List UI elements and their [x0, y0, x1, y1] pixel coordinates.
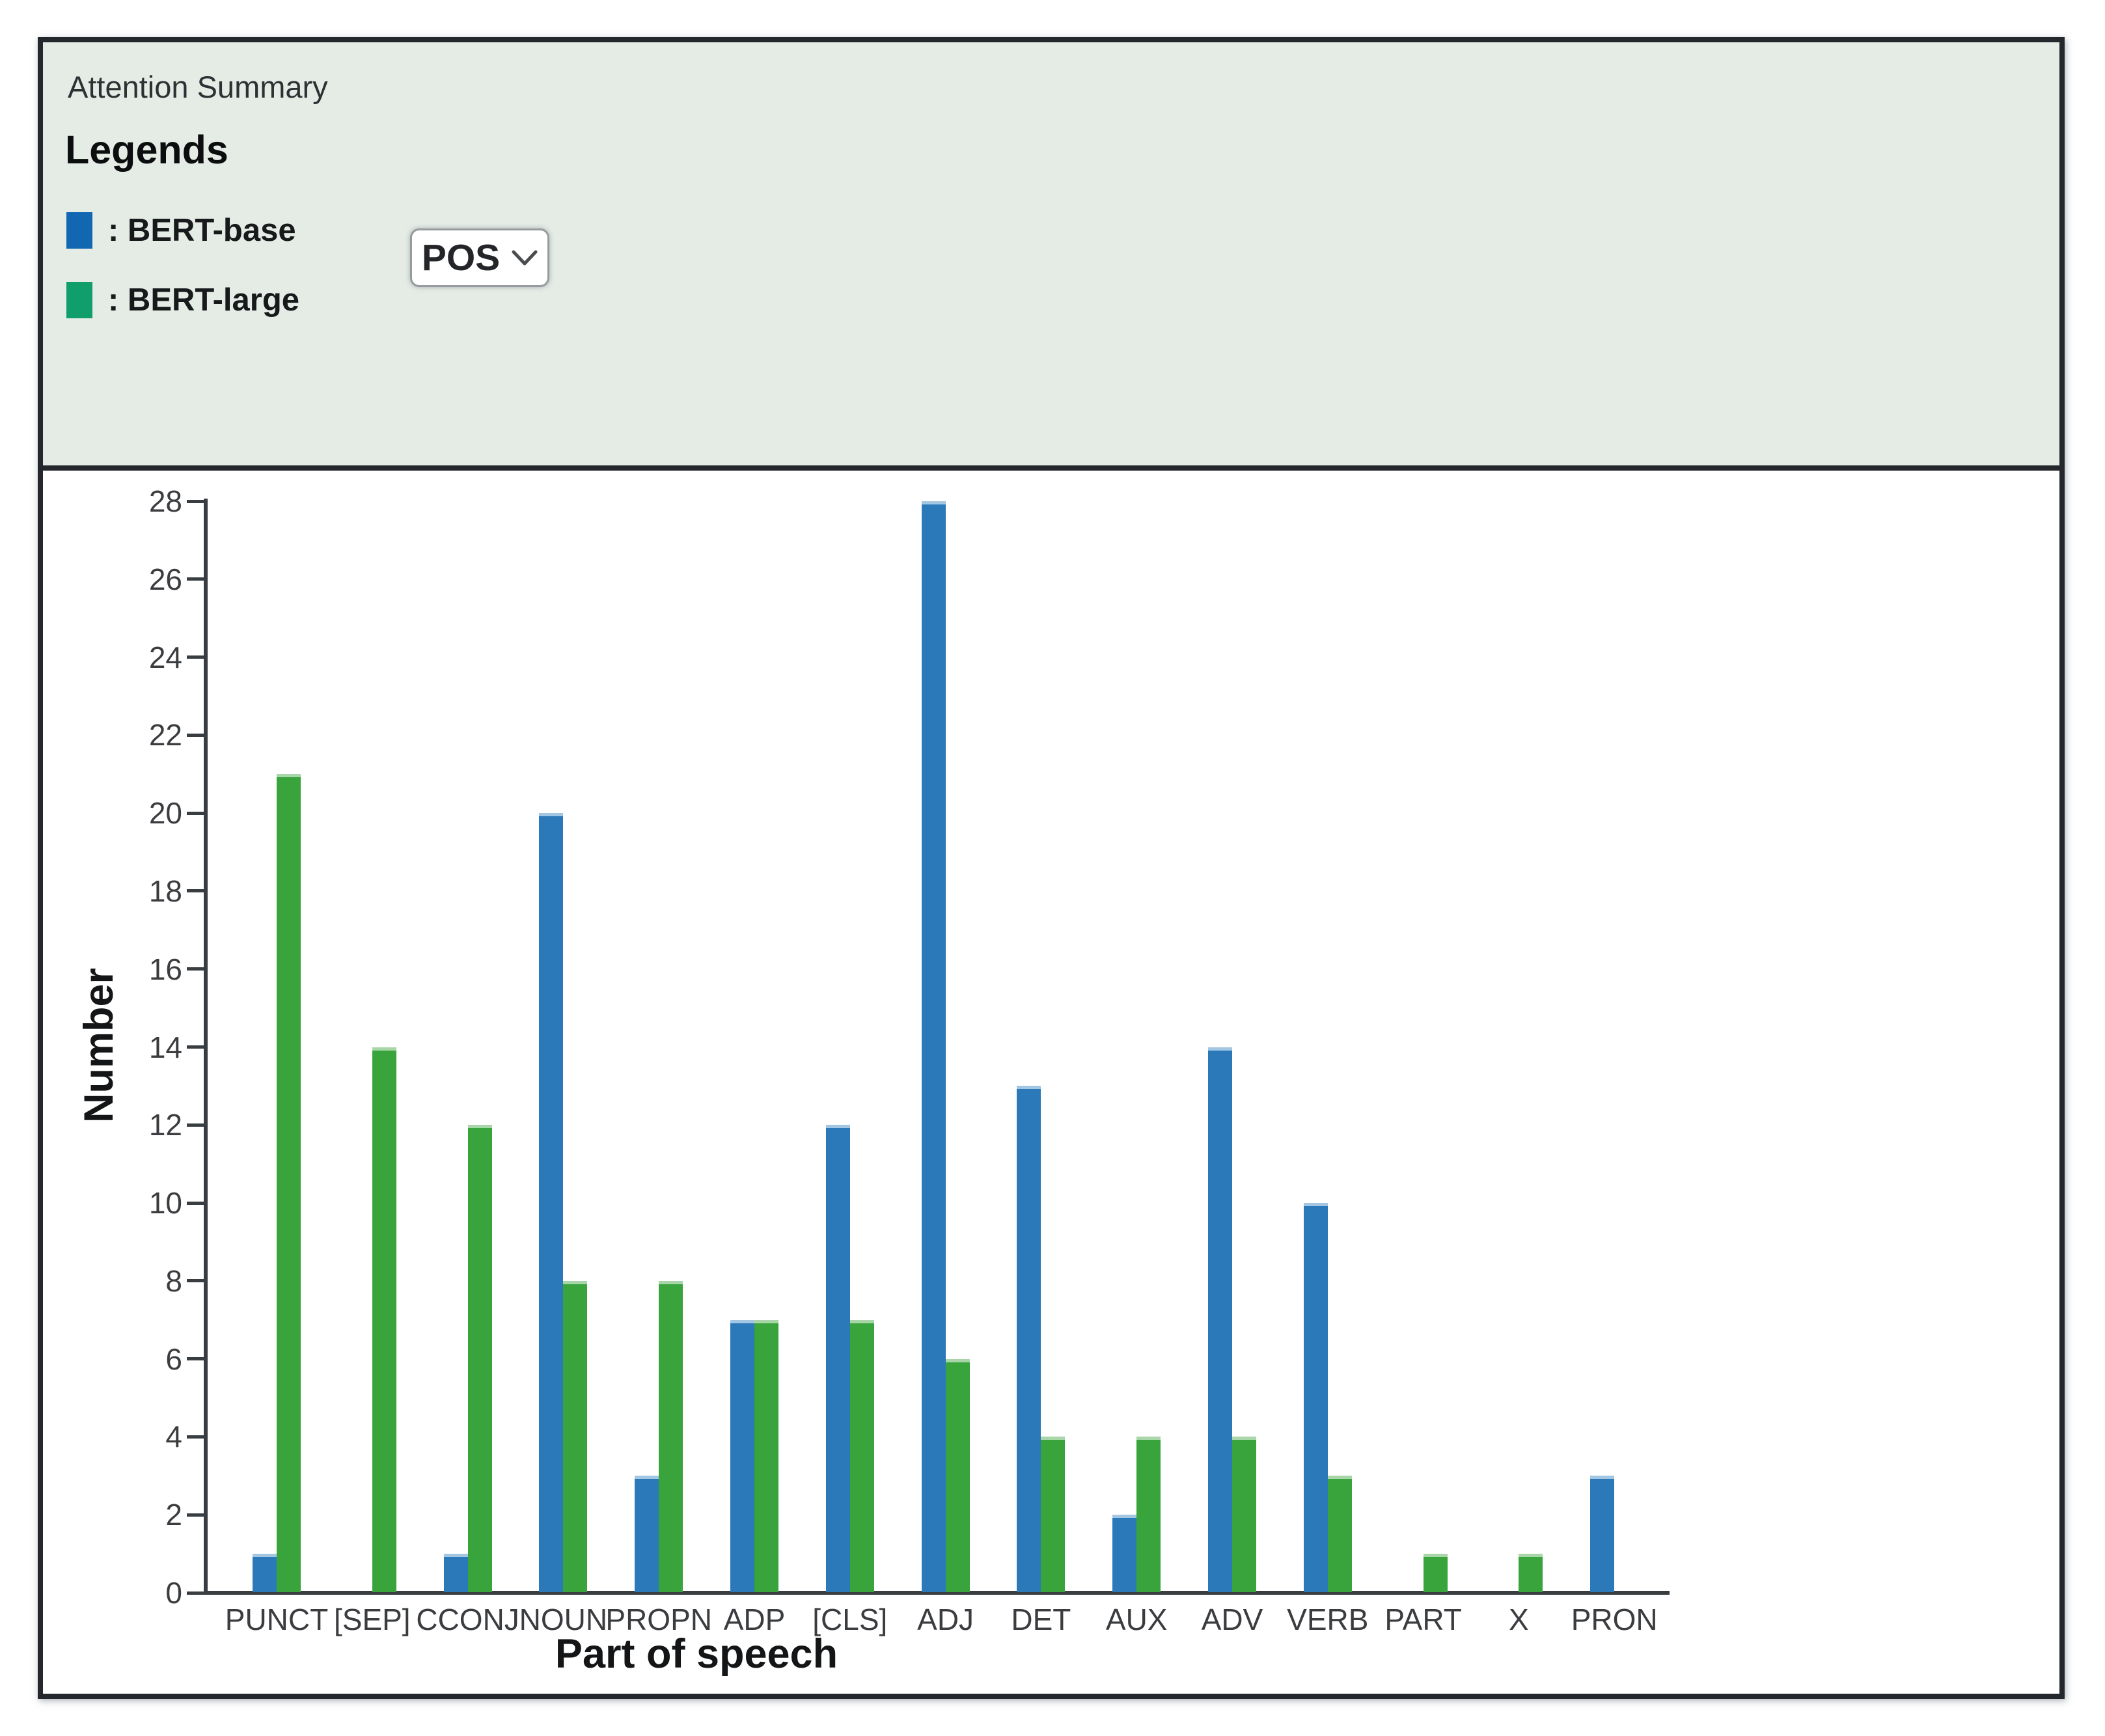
y-tick-mark [187, 733, 204, 737]
y-tick-mark [187, 1357, 204, 1361]
x-category-label: PROPN [605, 1603, 712, 1636]
y-tick-label: 8 [165, 1263, 182, 1298]
bar-bert-large-adj [945, 1358, 970, 1592]
bar-bert-base-det [1017, 1086, 1041, 1592]
bar-bert-large-aux [1136, 1437, 1161, 1592]
bar-bert-base-propn [635, 1476, 659, 1592]
x-category-label: AUX [1105, 1603, 1168, 1636]
y-tick-mark [187, 499, 204, 503]
y-tick-mark [187, 655, 204, 659]
bar-bert-base-verb [1303, 1203, 1328, 1592]
x-category-label: CCONJ [416, 1603, 519, 1636]
y-tick-mark [187, 1513, 204, 1517]
y-tick-label: 28 [148, 484, 182, 519]
bar-bert-large-noun [563, 1280, 588, 1592]
x-axis-line [204, 1591, 1670, 1595]
x-category-label: DET [1011, 1603, 1071, 1636]
pos-dropdown-value: POS [421, 236, 501, 279]
bar-bert-base-cconj [443, 1554, 468, 1592]
y-tick-label: 16 [148, 952, 182, 986]
bert-base-color-swatch [66, 212, 92, 249]
x-category-label: VERB [1287, 1603, 1369, 1636]
legend-item-label: : BERT-large [108, 282, 300, 318]
y-tick-mark [187, 811, 204, 815]
y-tick-label: 10 [148, 1186, 182, 1220]
chevron-down-icon [512, 250, 538, 266]
y-tick-mark [187, 1201, 204, 1205]
pos-dropdown[interactable]: POS [410, 228, 549, 287]
x-category-label: PUNCT [225, 1603, 329, 1636]
y-tick-mark [187, 1435, 204, 1439]
x-category-label: ADV [1201, 1603, 1263, 1636]
attention-summary-panel [43, 42, 2059, 471]
y-tick-label: 18 [148, 874, 182, 908]
y-tick-mark [187, 1591, 204, 1595]
y-axis-line [204, 499, 208, 1595]
y-tick-label: 14 [148, 1030, 182, 1064]
bert-large-color-swatch [66, 282, 92, 318]
bar-bert-base-adj [921, 501, 946, 1592]
y-tick-label: 20 [148, 796, 182, 831]
bar-bert-large-adp [754, 1319, 778, 1592]
panel-title: Attention Summary [68, 70, 328, 104]
y-tick-mark [187, 577, 204, 581]
bar-bert-large-cconj [467, 1125, 492, 1592]
bar-bert-large-punct [277, 774, 301, 1592]
y-tick-label: 24 [148, 640, 182, 674]
y-tick-mark [187, 1123, 204, 1127]
legend-item-label: : BERT-base [108, 213, 296, 248]
bar-bert-large-[cls] [849, 1319, 874, 1592]
y-tick-mark [187, 1279, 204, 1283]
bar-bert-base-adv [1208, 1047, 1232, 1592]
bar-bert-base-punct [253, 1554, 277, 1592]
x-category-label: PRON [1571, 1603, 1658, 1636]
legends-heading: Legends [65, 128, 228, 172]
x-category-label: NOUN [519, 1603, 608, 1636]
bar-bert-large-part [1423, 1554, 1448, 1592]
bar-bert-large-[sep] [372, 1047, 396, 1592]
y-tick-label: 22 [148, 718, 182, 752]
bar-bert-base-[cls] [825, 1125, 850, 1592]
legend-item-bert-base: : BERT-base [66, 212, 296, 249]
y-tick-label: 6 [165, 1342, 182, 1376]
y-tick-mark [187, 967, 204, 971]
y-tick-label: 4 [165, 1420, 182, 1454]
x-axis-title: Part of speech [555, 1631, 838, 1677]
bar-bert-base-aux [1112, 1515, 1137, 1592]
x-category-label: [CLS] [812, 1603, 888, 1636]
bar-bert-large-x [1519, 1554, 1543, 1592]
y-tick-mark [187, 889, 204, 893]
x-category-label: ADJ [917, 1603, 974, 1636]
x-category-label: [SEP] [333, 1603, 411, 1636]
bar-bert-base-noun [539, 813, 564, 1592]
bar-bert-large-propn [659, 1280, 683, 1592]
x-category-label: PART [1384, 1603, 1462, 1636]
x-category-label: ADP [723, 1603, 786, 1636]
x-category-label: X [1509, 1603, 1529, 1636]
y-tick-label: 2 [165, 1498, 182, 1532]
bar-bert-large-det [1041, 1437, 1066, 1592]
bar-bert-large-verb [1327, 1476, 1352, 1592]
bar-bert-base-adp [730, 1319, 754, 1592]
y-tick-label: 12 [148, 1108, 182, 1142]
y-tick-mark [187, 1045, 204, 1049]
y-tick-label: 26 [148, 562, 182, 596]
y-tick-label: 0 [165, 1576, 182, 1610]
bar-bert-large-adv [1232, 1437, 1256, 1592]
bar-bert-base-pron [1590, 1476, 1615, 1592]
legend-item-bert-large: : BERT-large [66, 282, 299, 318]
